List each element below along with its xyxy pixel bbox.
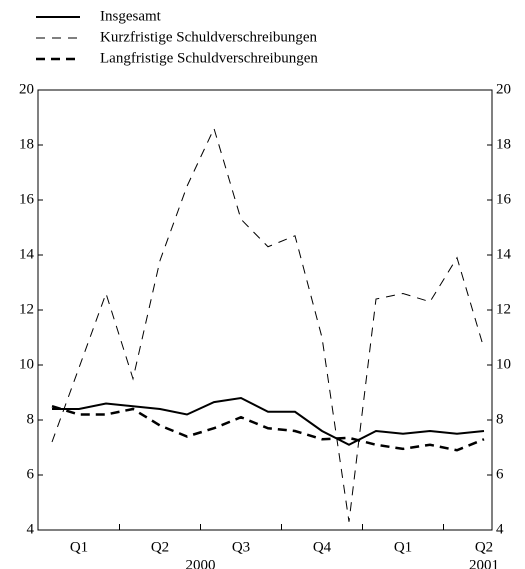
series-line	[51, 127, 485, 522]
y2-tick-label: 4	[496, 521, 504, 537]
y-tick-label: 8	[27, 411, 35, 427]
x-tick-label: Q1	[394, 539, 412, 555]
legend-label: Insgesamt	[100, 8, 162, 24]
x-tick-label: Q2	[151, 539, 169, 555]
y-tick-label: 12	[19, 301, 34, 317]
x-tick-label: Q1	[70, 539, 88, 555]
x-tick-label: Q3	[232, 539, 250, 555]
x-tick-label: Q4	[313, 539, 332, 555]
y2-tick-label: 10	[496, 356, 511, 372]
series-line	[52, 396, 485, 446]
y-tick-label: 6	[27, 466, 35, 482]
y2-tick-label: 16	[496, 191, 512, 207]
y2-tick-label: 14	[496, 246, 512, 262]
y-tick-label: 18	[19, 136, 34, 152]
y2-tick-label: 6	[496, 466, 504, 482]
plot-frame	[37, 89, 493, 531]
x-tick-label: Q2	[475, 539, 493, 555]
year-label: 2000	[186, 557, 216, 569]
legend-label: Kurzfristige Schuldverschreibungen	[100, 29, 318, 45]
y2-tick-label: 18	[496, 136, 511, 152]
y2-tick-label: 20	[496, 81, 511, 97]
year-label: 2001	[469, 557, 499, 569]
y-tick-label: 20	[19, 81, 34, 97]
legend-label: Langfristige Schuldverschreibungen	[100, 50, 318, 66]
y2-tick-label: 8	[496, 411, 504, 427]
series-line	[51, 405, 485, 452]
y-tick-label: 4	[27, 521, 35, 537]
y-tick-label: 14	[19, 246, 35, 262]
y-tick-label: 16	[19, 191, 35, 207]
y2-tick-label: 12	[496, 301, 511, 317]
y-tick-label: 10	[19, 356, 34, 372]
